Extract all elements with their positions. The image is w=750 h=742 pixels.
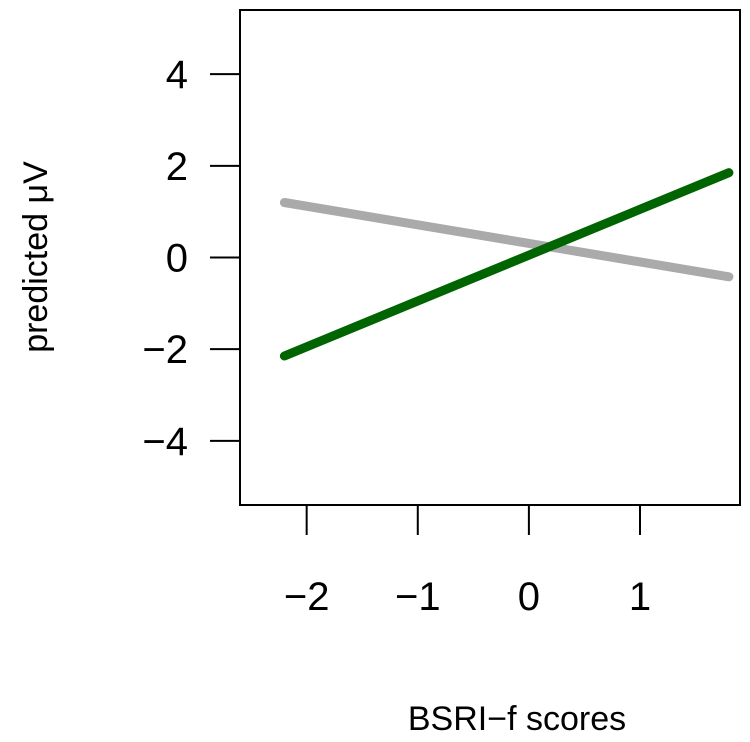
y-tick-label: −2 <box>142 328 188 372</box>
y-tick-label: 4 <box>166 53 188 97</box>
x-axis-title: BSRI−f scores <box>408 700 626 738</box>
x-tick-label: 0 <box>518 575 540 619</box>
y-axis-title: predicted μV <box>17 161 55 353</box>
x-tick-label: 1 <box>629 575 651 619</box>
x-tick-label: −2 <box>284 575 330 619</box>
series-line-0 <box>279 198 734 282</box>
series-layer <box>279 168 734 361</box>
plot-frame <box>239 9 741 506</box>
y-axis: −4 −2 0 2 4 <box>142 53 240 464</box>
y-tick-label: 0 <box>166 237 188 281</box>
x-tick-label: −1 <box>395 575 441 619</box>
y-tick-label: −4 <box>142 420 188 464</box>
series-line-1 <box>279 168 734 361</box>
x-axis: −2 −1 0 1 <box>284 505 651 619</box>
y-tick-label: 2 <box>166 145 188 189</box>
